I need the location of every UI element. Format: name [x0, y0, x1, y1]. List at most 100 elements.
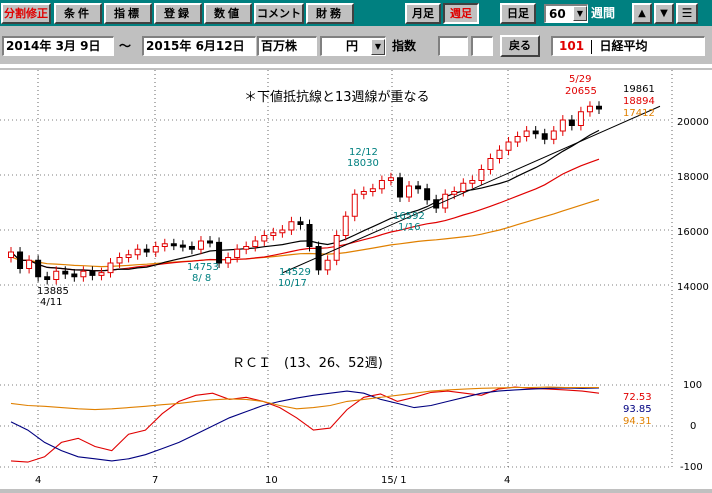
back-button[interactable]: 戻る	[500, 35, 540, 57]
dec-label-price: 18030	[347, 158, 379, 169]
candle-body	[134, 248, 141, 256]
oct-label-date: 10/17	[278, 278, 307, 289]
split-fix-button[interactable]: 分割修正	[1, 3, 51, 24]
ma13-line	[10, 129, 600, 272]
candle-body	[396, 177, 403, 198]
x-tick-apr-2015: 4	[504, 475, 510, 486]
chevron-down-icon[interactable]: ▼	[573, 6, 587, 21]
index-field-a[interactable]	[438, 36, 468, 56]
candle-body	[541, 133, 548, 140]
monthly-button[interactable]: 月足	[405, 3, 441, 24]
candle-body	[559, 119, 566, 132]
ticker-separator	[591, 39, 593, 54]
ma26-value: 18894	[623, 96, 655, 107]
oct-label-price: 14529	[279, 267, 311, 278]
menu-icon[interactable]: ☰	[676, 3, 698, 24]
index-field-b[interactable]	[471, 36, 493, 56]
candle-body	[415, 185, 422, 190]
price-tick-16000: 16000	[677, 227, 709, 238]
chart-area: ＊下値抵抗線と13週線が重なる ＲＣＩ (13、26、52週) 20000 18…	[0, 64, 712, 489]
start-date-field[interactable]: 2014年 3月 9日	[2, 36, 114, 56]
unit-label: 百万株	[257, 36, 317, 56]
rci26-value: 93.85	[623, 404, 652, 415]
rci-tick-minus100: -100	[680, 462, 703, 473]
indicators-button[interactable]: 指標	[104, 3, 152, 24]
x-tick-jul: 7	[152, 475, 158, 486]
candle-body	[297, 221, 304, 225]
period-count-value: 60	[549, 7, 566, 21]
price-tick-20000: 20000	[677, 117, 709, 128]
candlestick-series	[8, 101, 602, 285]
price-tick-18000: 18000	[677, 172, 709, 183]
candle-body	[469, 180, 476, 184]
candle-body	[279, 229, 286, 234]
high-label-date: 5/29	[569, 74, 591, 85]
daily-button[interactable]: 日足	[500, 3, 536, 24]
conditions-button[interactable]: 条件	[54, 3, 102, 24]
rci-lines	[10, 386, 600, 463]
candle-body	[342, 215, 349, 236]
ticker-code: 101	[559, 39, 585, 53]
support-line	[282, 105, 661, 274]
down-arrow-icon[interactable]: ▼	[654, 3, 674, 24]
stock-chart: ＊下値抵抗線と13週線が重なる ＲＣＩ (13、26、52週) 20000 18…	[0, 68, 712, 486]
comment-button[interactable]: コメント	[254, 3, 304, 24]
candle-body	[116, 257, 123, 264]
currency-select[interactable]: 円 ▼	[320, 36, 386, 56]
ma52-line	[10, 198, 600, 268]
range-toolbar: 2014年 3月 9日 ～ 2015年 6月12日 百万株 円 ▼ 指数 戻る …	[0, 26, 712, 64]
ma52-value: 17412	[623, 108, 655, 119]
end-date-field[interactable]: 2015年 6月12日	[142, 36, 256, 56]
register-button[interactable]: 登録	[154, 3, 202, 24]
candle-body	[35, 259, 42, 278]
candle-body	[505, 141, 512, 151]
candle-body	[80, 270, 87, 278]
aug-label-price: 14753	[187, 262, 219, 273]
values-button[interactable]: 数値	[204, 3, 252, 24]
candle-body	[143, 248, 150, 253]
x-tick-apr-2014: 4	[35, 475, 41, 486]
period-count-select[interactable]: 60 ▼	[544, 4, 588, 23]
candle-body	[424, 188, 431, 201]
chart-annotation: ＊下値抵抗線と13週線が重なる	[244, 89, 430, 105]
main-toolbar: 分割修正 条件 指標 登録 数値 コメント 財務 月足 週足 日足 60 ▼ 週…	[0, 0, 712, 26]
rci13-value: 72.53	[623, 392, 652, 403]
candle-body	[378, 180, 385, 190]
candle-body	[152, 246, 159, 253]
candle-body	[207, 240, 214, 244]
up-arrow-icon[interactable]: ▲	[632, 3, 652, 24]
candle-body	[351, 193, 358, 217]
dec-label-date: 12/12	[349, 147, 378, 158]
candle-body	[197, 240, 204, 250]
candle-body	[216, 241, 223, 264]
candle-body	[8, 251, 14, 258]
candle-body	[62, 270, 69, 275]
rci52-line	[10, 386, 599, 411]
candle-body	[478, 169, 485, 181]
last-price-value: 19861	[623, 84, 655, 95]
period-unit-label: 週間	[591, 6, 616, 20]
candle-body	[288, 221, 295, 231]
candle-body	[270, 232, 277, 236]
candle-body	[596, 105, 602, 110]
price-tick-14000: 14000	[677, 282, 709, 293]
weekly-button[interactable]: 週足	[443, 3, 479, 24]
candle-body	[98, 272, 105, 276]
candle-body	[360, 191, 367, 195]
candle-body	[451, 191, 458, 195]
candle-body	[179, 244, 186, 248]
aug-label-date: 8/ 8	[192, 273, 211, 284]
rci13-line	[10, 386, 600, 463]
finance-button[interactable]: 財務	[306, 3, 354, 24]
x-tick-jan-2015: 15/ 1	[381, 475, 407, 486]
candle-body	[586, 105, 593, 113]
candle-body	[125, 254, 132, 258]
candle-body	[577, 111, 584, 126]
jan-label-price: 16592	[393, 211, 425, 222]
chevron-down-icon[interactable]: ▼	[371, 39, 385, 55]
candle-body	[487, 158, 494, 170]
ticker-field[interactable]: 101 日経平均	[551, 36, 705, 56]
candle-body	[243, 246, 250, 250]
currency-value: 円	[346, 39, 359, 53]
rci-tick-100: 100	[683, 380, 702, 391]
